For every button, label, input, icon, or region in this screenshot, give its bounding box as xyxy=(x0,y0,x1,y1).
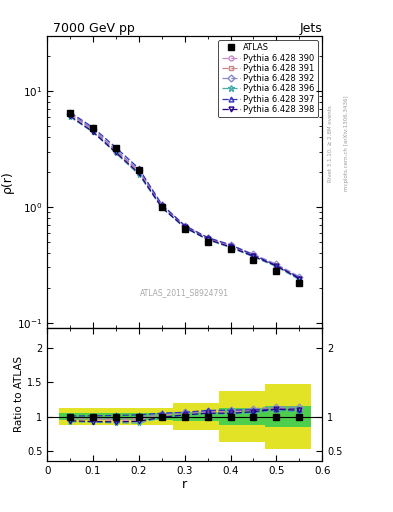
X-axis label: r: r xyxy=(182,478,187,492)
Y-axis label: Ratio to ATLAS: Ratio to ATLAS xyxy=(14,356,24,433)
Text: 7000 GeV pp: 7000 GeV pp xyxy=(53,22,134,35)
Text: mcplots.cern.ch [arXiv:1306.3436]: mcplots.cern.ch [arXiv:1306.3436] xyxy=(344,96,349,191)
Text: Rivet 3.1.10, ≥ 2.8M events: Rivet 3.1.10, ≥ 2.8M events xyxy=(328,105,333,182)
Legend: ATLAS, Pythia 6.428 390, Pythia 6.428 391, Pythia 6.428 392, Pythia 6.428 396, P: ATLAS, Pythia 6.428 390, Pythia 6.428 39… xyxy=(219,40,318,117)
Text: Jets: Jets xyxy=(299,22,322,35)
Text: ATLAS_2011_S8924791: ATLAS_2011_S8924791 xyxy=(140,288,229,297)
Y-axis label: ρ(r): ρ(r) xyxy=(1,170,14,194)
